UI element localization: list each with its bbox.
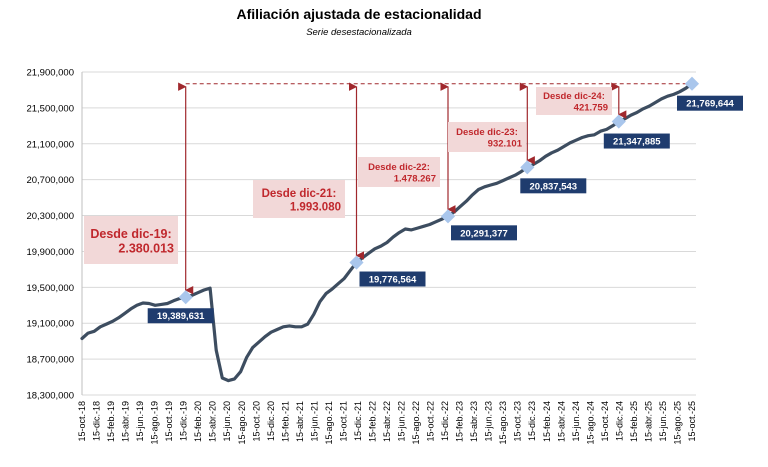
x-tick-label: 15-dic.-24: [614, 401, 624, 441]
x-tick-label: 15-oct.-21: [338, 401, 348, 442]
y-tick-label: 20,300,000: [26, 211, 74, 222]
annotation-title: Desde dic-19:: [90, 227, 171, 241]
markers-layer: 19,389,631 19,776,564 20,291,377 20,837,543…: [147, 76, 743, 324]
annotation-box: [253, 180, 345, 218]
data-marker: [611, 114, 626, 129]
x-tick-label: 15-oct.-22: [426, 401, 436, 442]
x-tick-label: 15-feb.-24: [542, 401, 552, 442]
value-label: 21,769,644: [686, 99, 734, 110]
annotation-value: 1.478.267: [394, 174, 436, 185]
x-tick-label: 15-jun.-22: [397, 401, 407, 442]
annotation-title: Desde dic-21:: [262, 188, 337, 200]
chart-subtitle: Serie desestacionalizada: [306, 27, 412, 38]
value-label-box: [147, 308, 214, 324]
y-tick-label: 19,900,000: [26, 247, 74, 258]
annotation-title: Desde dic-24:: [543, 91, 605, 102]
x-tick-label: 15-feb.-22: [367, 401, 377, 442]
y-tick-label: 21,100,000: [26, 139, 74, 150]
x-tick-label: 15-abr.-23: [469, 401, 479, 442]
annotation-value: 421.759: [574, 103, 608, 114]
value-label: 20,291,377: [460, 228, 508, 239]
y-tick-label: 19,100,000: [26, 319, 74, 330]
x-tick-label: 15-dic.-20: [266, 401, 276, 441]
annotation-box: [536, 87, 612, 115]
x-tick-label: 15-dic.-21: [353, 401, 363, 441]
y-tick-label: 18,300,000: [26, 391, 74, 402]
x-tick-label: 15-oct.-20: [251, 401, 261, 442]
value-label: 21,347,885: [613, 137, 661, 148]
x-tick-label: 15-oct.-23: [513, 401, 523, 442]
x-tick-label: 15-feb.-21: [280, 401, 290, 442]
annotation-value: 2.380.013: [118, 242, 174, 256]
x-tick-label: 15-ago.-25: [672, 401, 682, 445]
x-tick-label: 15-abr.-24: [556, 401, 566, 442]
x-tick-label: 15-feb.-23: [455, 401, 465, 442]
annotation-value: 1.993.080: [290, 202, 341, 214]
annotation-title: Desde dic-23:: [456, 127, 518, 138]
data-marker: [520, 160, 535, 175]
x-tick-label: 15-ago.-23: [498, 401, 508, 445]
value-label-box: [603, 133, 670, 149]
annotation-box: [448, 122, 526, 152]
x-tick-label: 15-jun.-24: [571, 401, 581, 442]
data-marker: [440, 209, 456, 224]
x-tick-label: 15-abr.-19: [121, 401, 131, 442]
x-tick-label: 15-jun.-20: [222, 401, 232, 442]
value-label-box: [677, 95, 743, 111]
y-tick-label: 18,700,000: [26, 355, 74, 366]
x-tick-label: 15-feb.-19: [106, 401, 116, 442]
x-tick-label: 15-feb.-25: [629, 401, 639, 442]
x-tick-label: 15-oct.-25: [687, 401, 697, 442]
x-tick-label: 15-abr.-21: [295, 401, 305, 442]
x-tick-label: 15-ago.-24: [585, 401, 595, 445]
x-tick-label: 15-abr.-22: [382, 401, 392, 442]
x-tick-label: 15-jun.-25: [658, 401, 668, 442]
data-marker: [178, 290, 193, 305]
value-label-box: [520, 178, 587, 194]
y-tick-label: 21,500,000: [26, 103, 74, 114]
x-tick-label: 15-ago.-19: [150, 401, 160, 445]
x-tick-label: 15-ago.-20: [237, 401, 247, 445]
annotation-box: [358, 157, 440, 187]
x-tick-label: 15-feb.-20: [193, 401, 203, 442]
annotation-title: Desde dic-22:: [368, 162, 430, 173]
y-tick-label: 21,900,000: [26, 68, 74, 79]
value-label: 20,837,543: [530, 181, 578, 192]
value-label-box: [451, 225, 517, 241]
y-tick-label: 20,700,000: [26, 175, 74, 186]
value-label: 19,776,564: [369, 275, 417, 286]
x-tick-label: 15-jun.-21: [309, 401, 319, 442]
value-label-box: [359, 271, 426, 287]
value-label: 19,389,631: [157, 311, 205, 322]
x-tick-label: 15-oct.-18: [77, 401, 87, 442]
x-tick-label: 15-dic.-23: [527, 401, 537, 441]
x-tick-label: 15-dic.-18: [92, 401, 102, 441]
y-tick-label: 19,500,000: [26, 283, 74, 294]
x-tick-label: 15-ago.-21: [324, 401, 334, 445]
annotation-box: [84, 216, 178, 264]
x-tick-label: 15-abr.-20: [208, 401, 218, 442]
annotation-value: 932.101: [488, 139, 523, 150]
x-tick-label: 15-ago.-22: [411, 401, 421, 445]
data-marker: [349, 255, 364, 270]
x-tick-label: 15-abr.-25: [643, 401, 653, 442]
y-axis: 18,300,000 18,700,000 19,100,000 19,500,000…: [26, 68, 74, 402]
x-tick-label: 15-dic.-22: [440, 401, 450, 441]
annotations-layer: Desde dic-19:2.380.013 Desde dic-21: 1.993…: [84, 82, 692, 295]
data-marker: [684, 76, 700, 91]
x-tick-label: 15-oct.-24: [600, 401, 610, 442]
x-tick-label: 15-dic.-19: [179, 401, 189, 441]
x-tick-label: 15-oct.-19: [164, 401, 174, 442]
x-tick-label: 15-jun.-19: [135, 401, 145, 442]
x-tick-label: 15-jun.-23: [484, 401, 494, 442]
chart-title: Afiliación ajustada de estacionalidad: [236, 6, 481, 22]
x-axis: 15-oct.-18 15-dic.-18 15-feb.-19 15-abr.-19…: [77, 401, 697, 445]
